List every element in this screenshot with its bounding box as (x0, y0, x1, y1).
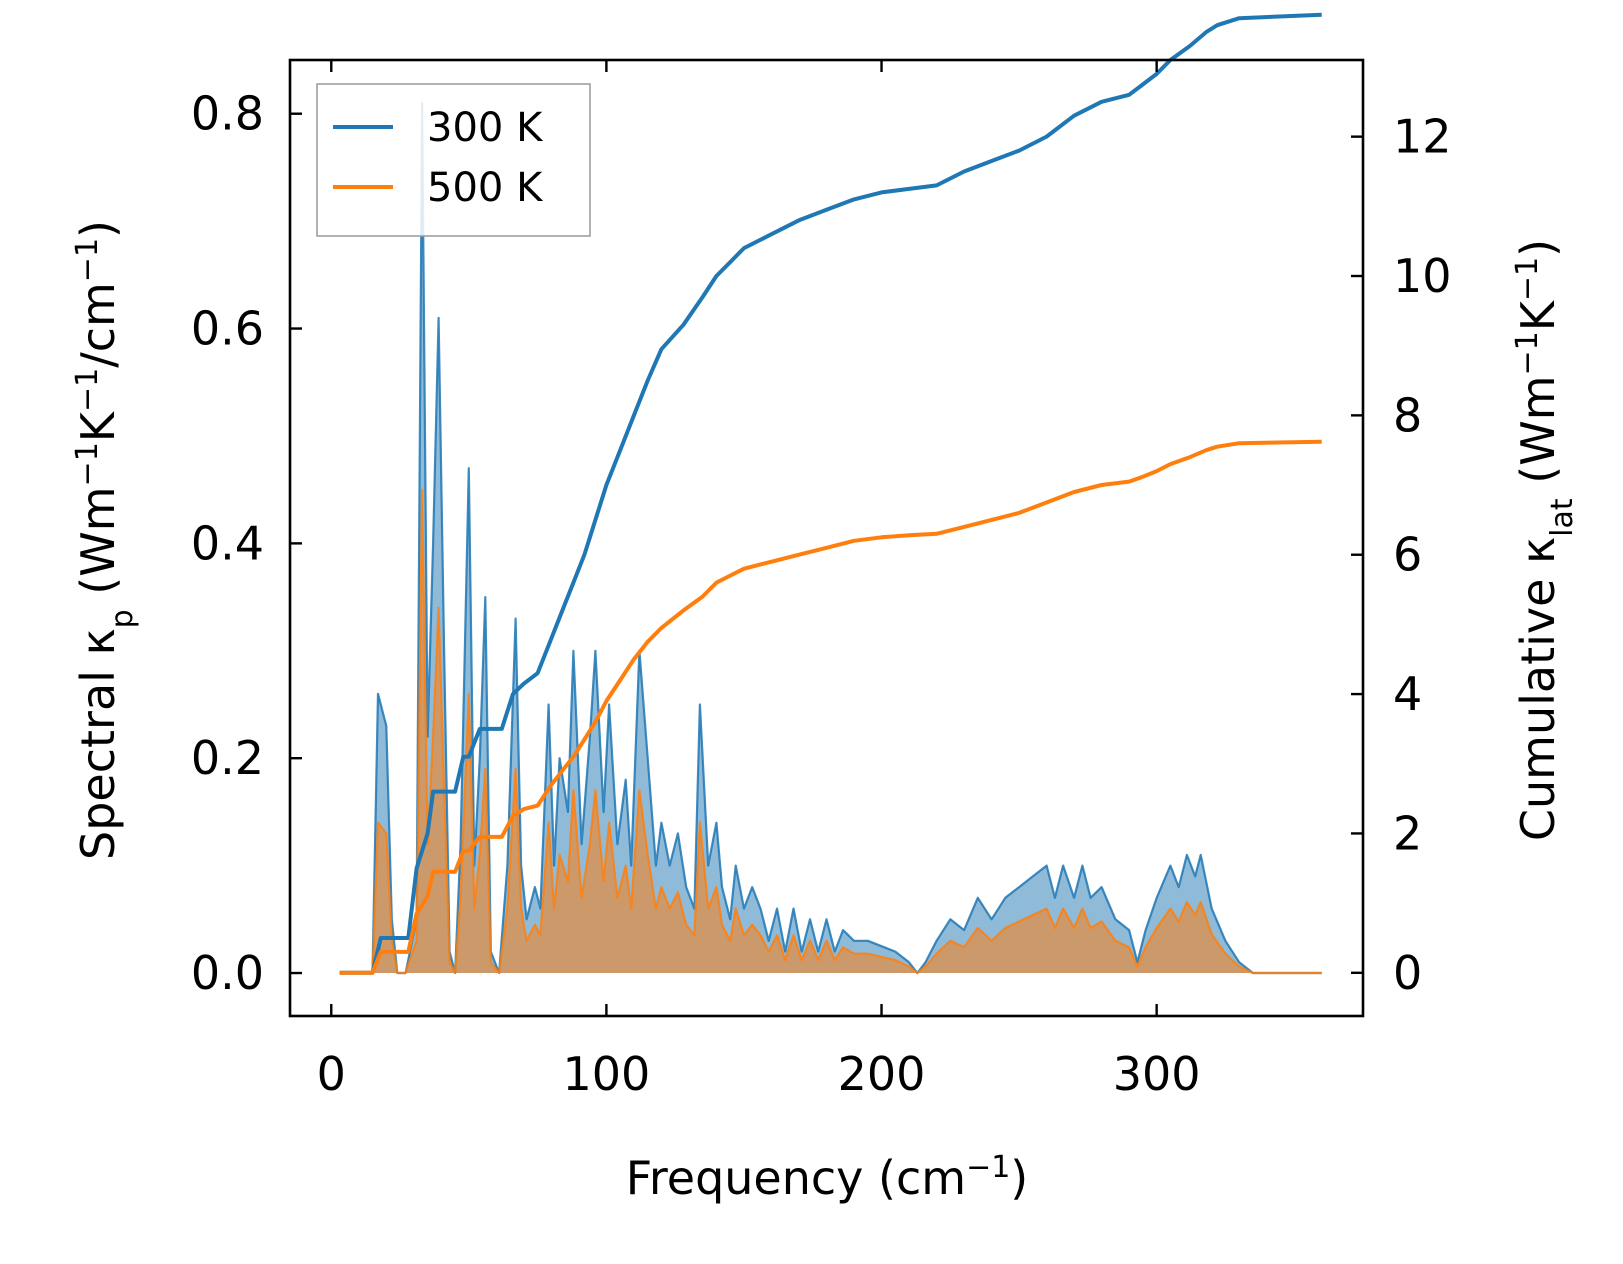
cumulative-line-500k (339, 439, 1322, 975)
y-tick-label-right: 12 (1393, 110, 1452, 164)
right-y-axis-title: Cumulative κlat (Wm−1K−1) (1510, 239, 1580, 841)
x-tick-label: 0 (317, 1047, 346, 1101)
x-tick-label: 200 (838, 1047, 926, 1101)
legend-label-500k: 500 K (427, 165, 544, 211)
spectral-line-layer (339, 101, 1322, 975)
y-tick-label-left: 0.8 (191, 87, 264, 141)
x-tick-label: 100 (562, 1047, 650, 1101)
x-tick-label: 300 (1113, 1047, 1201, 1101)
cumulative-line-layer (339, 12, 1322, 975)
spectral-area-500k (339, 489, 1322, 973)
y-tick-label-right: 10 (1393, 249, 1452, 303)
y-tick-label-right: 4 (1393, 667, 1422, 721)
y-tick-label-left: 0.6 (191, 302, 264, 356)
y-tick-label-right: 6 (1393, 528, 1422, 582)
y-tick-label-right: 2 (1393, 806, 1422, 860)
y-tick-label-right: 8 (1393, 388, 1422, 442)
fill-layer (339, 103, 1322, 973)
left-y-axis-title: Spectral κp (Wm−1K−1/cm−1) (70, 220, 140, 860)
spectral-line-500k (339, 488, 1322, 975)
legend-box (316, 83, 591, 237)
legend-label-300k: 300 K (427, 105, 544, 151)
x-axis-title: Frequency (cm−1) (626, 1150, 1029, 1206)
cumulative-line-300k (339, 12, 1322, 975)
y-tick-label-left: 0.4 (191, 516, 264, 570)
y-tick-label-left: 0.0 (191, 946, 264, 1000)
y-tick-label-left: 0.2 (191, 731, 264, 785)
legend: 300 K 500 K (316, 83, 591, 237)
plot-frame (288, 58, 1365, 1018)
spectral-line-300k (339, 101, 1322, 975)
y-tick-label-right: 0 (1393, 946, 1422, 1000)
ticks-layer: 0 100 200 300 0.0 0.2 0.4 0.6 0.8 0 2 4 6 8 10 12 (191, 60, 1452, 1101)
